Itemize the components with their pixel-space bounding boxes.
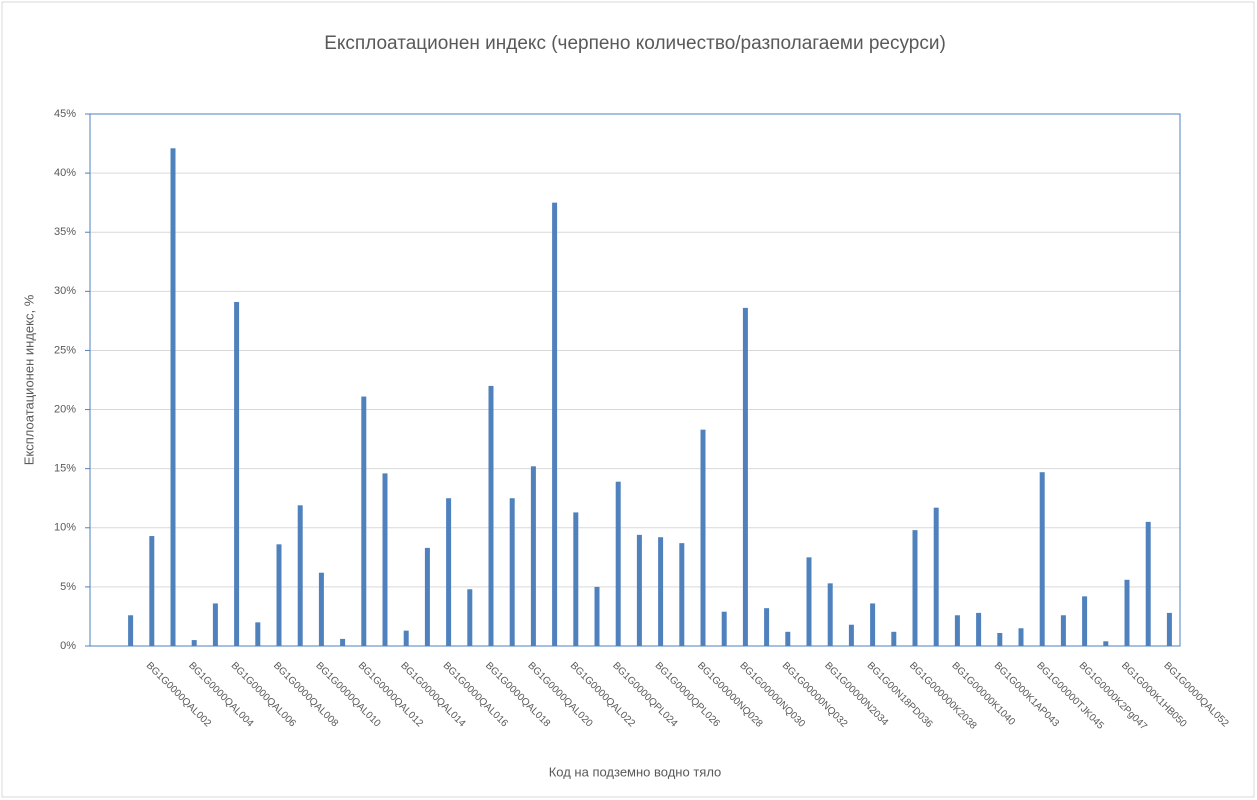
bar [764, 608, 770, 646]
bar [870, 603, 876, 646]
y-tick-label: 30% [54, 285, 76, 297]
bar [1018, 628, 1024, 646]
y-tick-label: 20% [54, 403, 76, 415]
x-axis-title: Код на подземно водно тяло [549, 764, 722, 779]
bar [552, 202, 558, 646]
bar [212, 603, 218, 646]
bar [827, 583, 833, 646]
bar [297, 505, 303, 646]
bar [424, 547, 430, 646]
y-axis-title: Експлоатационен индекс, % [21, 294, 36, 465]
bar [912, 530, 918, 646]
bar [721, 611, 727, 646]
bar [806, 557, 812, 646]
bar [403, 630, 409, 646]
bar [700, 429, 706, 646]
bar [170, 148, 176, 647]
bar [954, 615, 960, 646]
chart-title: Експлоатационен индекс (черпено количест… [324, 33, 946, 54]
bar [891, 631, 897, 646]
y-tick-label: 0% [60, 640, 76, 652]
bar [785, 631, 791, 646]
bar [679, 543, 685, 646]
bar [446, 498, 452, 646]
plot-frame [89, 113, 1181, 647]
bar [636, 534, 642, 646]
y-tick-label: 15% [54, 463, 76, 475]
bar [488, 385, 494, 646]
bar [1039, 472, 1045, 646]
bar [976, 612, 982, 646]
bar [658, 537, 664, 646]
bar [594, 586, 600, 646]
bar [509, 498, 515, 646]
bar [615, 481, 621, 646]
bar [340, 638, 346, 646]
bar [382, 473, 388, 646]
bar [1082, 596, 1088, 646]
bar [1166, 612, 1172, 646]
bar [467, 589, 473, 646]
bar [191, 640, 197, 646]
y-tick-label: 10% [54, 522, 76, 534]
bar [1103, 641, 1109, 646]
y-tick-label: 45% [54, 108, 76, 120]
bar [234, 301, 240, 646]
y-tick-label: 25% [54, 344, 76, 356]
bar [573, 512, 579, 646]
bar [276, 544, 282, 646]
bar [933, 507, 939, 646]
bar [318, 572, 324, 646]
bar [255, 622, 261, 646]
bar [997, 632, 1003, 646]
bar [361, 396, 367, 646]
bar [742, 307, 748, 646]
bar [128, 615, 134, 646]
y-tick-label: 35% [54, 226, 76, 238]
y-tick-label: 5% [60, 581, 76, 593]
bar [1145, 521, 1151, 646]
bar [848, 624, 854, 646]
bar [1124, 579, 1130, 646]
bar [1060, 615, 1066, 646]
y-tick-label: 40% [54, 167, 76, 179]
bar [530, 466, 536, 646]
bar [149, 536, 155, 646]
